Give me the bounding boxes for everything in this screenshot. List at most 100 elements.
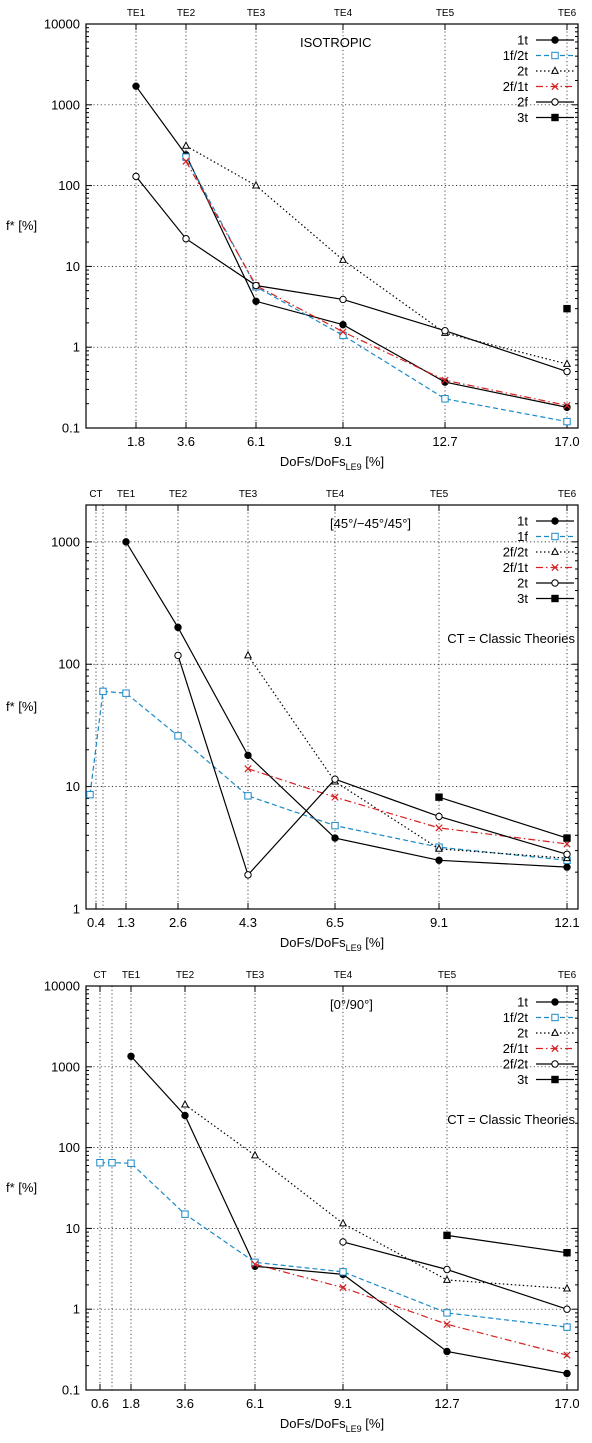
data-point [443, 1231, 451, 1240]
data-point [563, 850, 571, 858]
x-tick-label: 4.3 [239, 915, 257, 930]
data-point [562, 1283, 572, 1292]
legend-label: 2f [517, 95, 528, 110]
legend-label: 2t [517, 64, 528, 79]
chart-note: CT = Classic Theories [447, 631, 575, 646]
x-tick-label: 3.6 [176, 1396, 194, 1411]
top-axis-label: TE3 [239, 489, 258, 500]
legend-marker [551, 998, 559, 1006]
series-2t [180, 1099, 572, 1292]
data-point [563, 401, 571, 410]
x-axis-label: DoFs/DoFsLE9 [%] [280, 935, 384, 953]
data-point [331, 775, 339, 783]
x-tick-label: 0.4 [87, 915, 105, 930]
top-axis-label: TE1 [117, 489, 136, 500]
series-line [184, 1104, 568, 1290]
top-axis-label: TE5 [438, 970, 457, 981]
x-axis-label: DoFs/DoFsLE9 [%] [280, 454, 384, 472]
x-tick-label: 2.6 [169, 915, 187, 930]
top-axis-label: TE5 [436, 8, 455, 19]
data-point [122, 689, 130, 697]
y-tick-label: 100 [58, 1140, 80, 1155]
chart-0-90: 0.1 1 10 100 1000 10000 0.6 CT 1.8 TE1 3.6 TE2 6.1 TE… [6, 970, 580, 1434]
data-point [442, 1275, 452, 1283]
legend-marker [551, 98, 559, 106]
data-point [338, 255, 348, 263]
y-axis-label: f* [%] [6, 699, 37, 714]
data-point [339, 1238, 347, 1246]
top-axis-label: TE2 [176, 970, 195, 981]
y-tick-label: 0.1 [62, 421, 80, 436]
data-point [251, 1260, 259, 1268]
series-line [135, 85, 568, 408]
top-axis-label: CT [93, 970, 106, 981]
top-axis-label: TE4 [334, 8, 353, 19]
x-tick-label: 6.1 [246, 1396, 264, 1411]
x-tick-label: 9.1 [430, 915, 448, 930]
data-point [443, 1320, 451, 1328]
data-point [244, 792, 252, 800]
chart-note: CT = Classic Theories [447, 1112, 575, 1127]
series-line [185, 160, 568, 407]
series-line [130, 1055, 568, 1375]
data-point [339, 295, 347, 304]
legend-label: 3t [517, 1072, 528, 1087]
x-tick-label: 6.5 [326, 915, 344, 930]
y-tick-label: 1 [73, 902, 80, 917]
data-point [435, 824, 443, 832]
top-axis-label: CT [89, 489, 102, 500]
data-point [435, 812, 443, 821]
series-2t [181, 141, 572, 367]
data-point [99, 687, 107, 696]
series-line [135, 176, 568, 373]
plot-frame [85, 504, 579, 910]
data-point [563, 1369, 571, 1378]
series-2f-2t [243, 650, 572, 862]
data-point [331, 821, 339, 830]
series-line [177, 655, 568, 877]
y-tick-label: 1 [73, 1302, 80, 1317]
legend-label: 2f/1t [503, 79, 529, 94]
legend-label: 2f/1t [503, 560, 529, 575]
series-2f-1t [244, 765, 571, 848]
legend-label: 3t [517, 110, 528, 125]
series-line [254, 1263, 568, 1356]
data-point [182, 157, 190, 165]
y-tick-label: 1000 [51, 97, 80, 112]
legend-label: 1f/2t [503, 1010, 529, 1025]
data-point [441, 327, 449, 335]
data-point [441, 376, 449, 384]
legend-marker [551, 113, 559, 122]
top-axis-label: TE1 [122, 970, 141, 981]
legend-marker [551, 579, 559, 587]
data-point [331, 793, 339, 801]
legend-label: 2f/2t [503, 1057, 529, 1072]
data-point [443, 1265, 451, 1274]
data-point [563, 367, 571, 376]
data-point [339, 328, 347, 336]
legend-label: 1f [517, 529, 528, 544]
x-axis-label: DoFs/DoFsLE9 [%] [280, 1416, 384, 1434]
y-tick-label: 1 [73, 340, 80, 355]
data-point [127, 1159, 135, 1167]
data-point [182, 153, 190, 161]
data-point [563, 1305, 571, 1313]
data-point [562, 359, 572, 367]
data-point [563, 840, 571, 848]
top-axis-label: TE3 [246, 970, 265, 981]
x-tick-label: 6.1 [247, 434, 265, 449]
data-point [339, 1268, 347, 1276]
y-tick-label: 100 [58, 657, 80, 672]
legend-marker [551, 563, 559, 572]
data-point [563, 834, 571, 842]
plot-frame [85, 985, 579, 1391]
plot-frame [85, 23, 579, 429]
data-point [338, 1218, 348, 1227]
top-axis-label: TE2 [177, 8, 196, 19]
data-point [435, 856, 443, 864]
top-axis-label: TE2 [169, 489, 188, 500]
y-tick-label: 10 [66, 1221, 80, 1236]
data-point [174, 651, 182, 660]
data-point [434, 844, 444, 852]
x-tick-label: 12.7 [432, 434, 457, 449]
